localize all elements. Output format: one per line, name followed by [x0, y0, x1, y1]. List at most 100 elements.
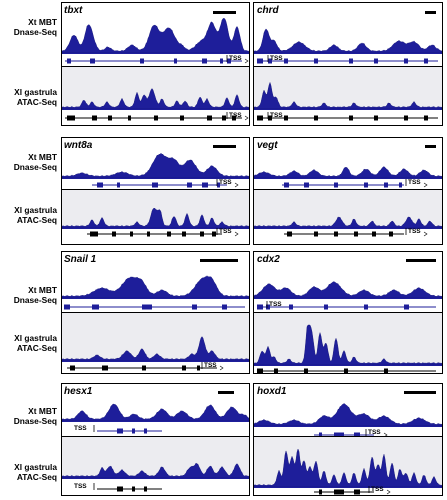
track-background: [62, 313, 249, 362]
track-background: [254, 67, 442, 110]
signal-track-chrd-gastrula: TSS: [254, 67, 442, 121]
exon-block: [192, 304, 197, 310]
scale-bar: [213, 11, 236, 14]
direction-arrow-icon: [244, 58, 249, 64]
exon-block: [364, 182, 368, 188]
track-background: [254, 313, 442, 366]
exon-block: [227, 58, 231, 64]
exon-block: [207, 115, 212, 121]
signal-track-hoxd1-gastrula: TSS: [254, 437, 442, 495]
signal-track-snail1-mbt: [62, 275, 249, 310]
gene-label-chrd-mbt: chrd: [257, 5, 279, 16]
exon-block: [67, 58, 71, 64]
row-label-line-2: ATAC-Seq: [16, 215, 57, 225]
panel-divider: [61, 436, 250, 437]
exon-block: [144, 486, 147, 492]
gene-label-vegt-mbt: vegt: [257, 140, 278, 151]
tss-label: TSS: [368, 429, 381, 436]
exon-block: [187, 182, 192, 188]
coverage-peak: [62, 17, 249, 54]
exon-block: [374, 58, 378, 64]
row-label-gastrula-3: Xl gastrula ATAC-Seq: [0, 333, 57, 353]
gene-label-hoxd1-mbt: hoxd1: [257, 386, 287, 397]
row-label-line-2: Dnase-Seq: [13, 295, 57, 305]
exon-block: [284, 115, 288, 121]
signal-track-snail1-gastrula: TSS: [62, 313, 249, 371]
signal-track-chrd-mbt: TSS: [254, 28, 442, 64]
row-label-line-1: Xl gastrula: [14, 462, 57, 472]
gene-label-snail1-mbt: Snail 1: [64, 254, 97, 265]
exon-block: [257, 368, 263, 373]
exon-block: [144, 428, 147, 434]
tss-label: TSS: [219, 179, 232, 186]
exon-block: [102, 365, 108, 371]
exon-block: [182, 231, 186, 237]
exon-block: [202, 182, 208, 188]
tss-label: TSS: [408, 179, 421, 186]
coverage-peak: [62, 152, 249, 179]
row-label-mbt-2: Xt MBT Dnase-Seq: [0, 152, 57, 172]
coverage-peak: [62, 336, 249, 362]
exon-block: [182, 365, 186, 371]
row-label-line-2: ATAC-Seq: [16, 343, 57, 353]
exon-block: [212, 231, 216, 237]
exon-block: [64, 304, 70, 310]
row-label-line-1: Xt MBT: [28, 152, 57, 162]
tss-label: TSS: [204, 362, 217, 369]
exon-block: [167, 231, 171, 237]
exon-block: [374, 115, 378, 121]
exon-block: [67, 115, 75, 121]
exon-block: [344, 368, 348, 373]
signal-track-hesx1-gastrula: TSS: [62, 437, 249, 492]
tss-label: TSS: [74, 425, 87, 432]
scale-bar: [404, 391, 436, 394]
tss-label: TSS: [229, 112, 242, 119]
row-label-line-1: Xt MBT: [28, 406, 57, 416]
row-label-line-2: ATAC-Seq: [16, 472, 57, 482]
row-label-mbt-4: Xt MBT Dnase-Seq: [0, 406, 57, 426]
exon-block: [284, 58, 288, 64]
exon-block: [90, 231, 98, 237]
coverage-peak: [254, 448, 442, 488]
direction-arrow-icon: [386, 489, 391, 495]
gene-label-hesx1-mbt: hesx1: [64, 386, 93, 397]
row-label-line-1: Xt MBT: [28, 285, 57, 295]
exon-block: [222, 304, 227, 310]
exon-block: [424, 115, 428, 121]
exon-block: [142, 365, 146, 371]
exon-block: [152, 182, 158, 188]
exon-block: [334, 182, 338, 188]
exon-block: [70, 365, 75, 371]
exon-block: [384, 368, 388, 373]
exon-block: [132, 428, 135, 434]
panel-divider: [253, 66, 443, 67]
exon-block: [92, 304, 99, 310]
exon-block: [334, 231, 338, 237]
exon-block: [399, 182, 402, 188]
exon-block: [142, 304, 152, 310]
exon-block: [354, 489, 360, 495]
coverage-peak: [254, 166, 442, 179]
exon-block: [349, 58, 353, 64]
panel-divider: [61, 66, 250, 67]
exon-block: [274, 368, 278, 373]
exon-block: [257, 304, 263, 310]
scale-bar: [213, 145, 236, 148]
row-label-line-1: Xl gastrula: [14, 87, 57, 97]
exon-block: [424, 58, 428, 64]
exon-block: [389, 231, 393, 237]
exon-block: [334, 432, 344, 436]
exon-block: [217, 182, 220, 188]
row-label-line-2: ATAC-Seq: [16, 97, 57, 107]
exon-block: [304, 368, 308, 373]
scale-bar: [425, 11, 436, 14]
signal-track-tbxt-gastrula: TSS: [62, 67, 249, 121]
exon-block: [266, 304, 270, 310]
exon-block: [372, 231, 376, 237]
exon-block: [404, 304, 409, 310]
coverage-peak: [62, 275, 249, 299]
row-label-gastrula-4: Xl gastrula ATAC-Seq: [0, 462, 57, 482]
exon-block: [334, 489, 344, 495]
exon-block: [404, 58, 408, 64]
scale-bar: [200, 259, 238, 262]
